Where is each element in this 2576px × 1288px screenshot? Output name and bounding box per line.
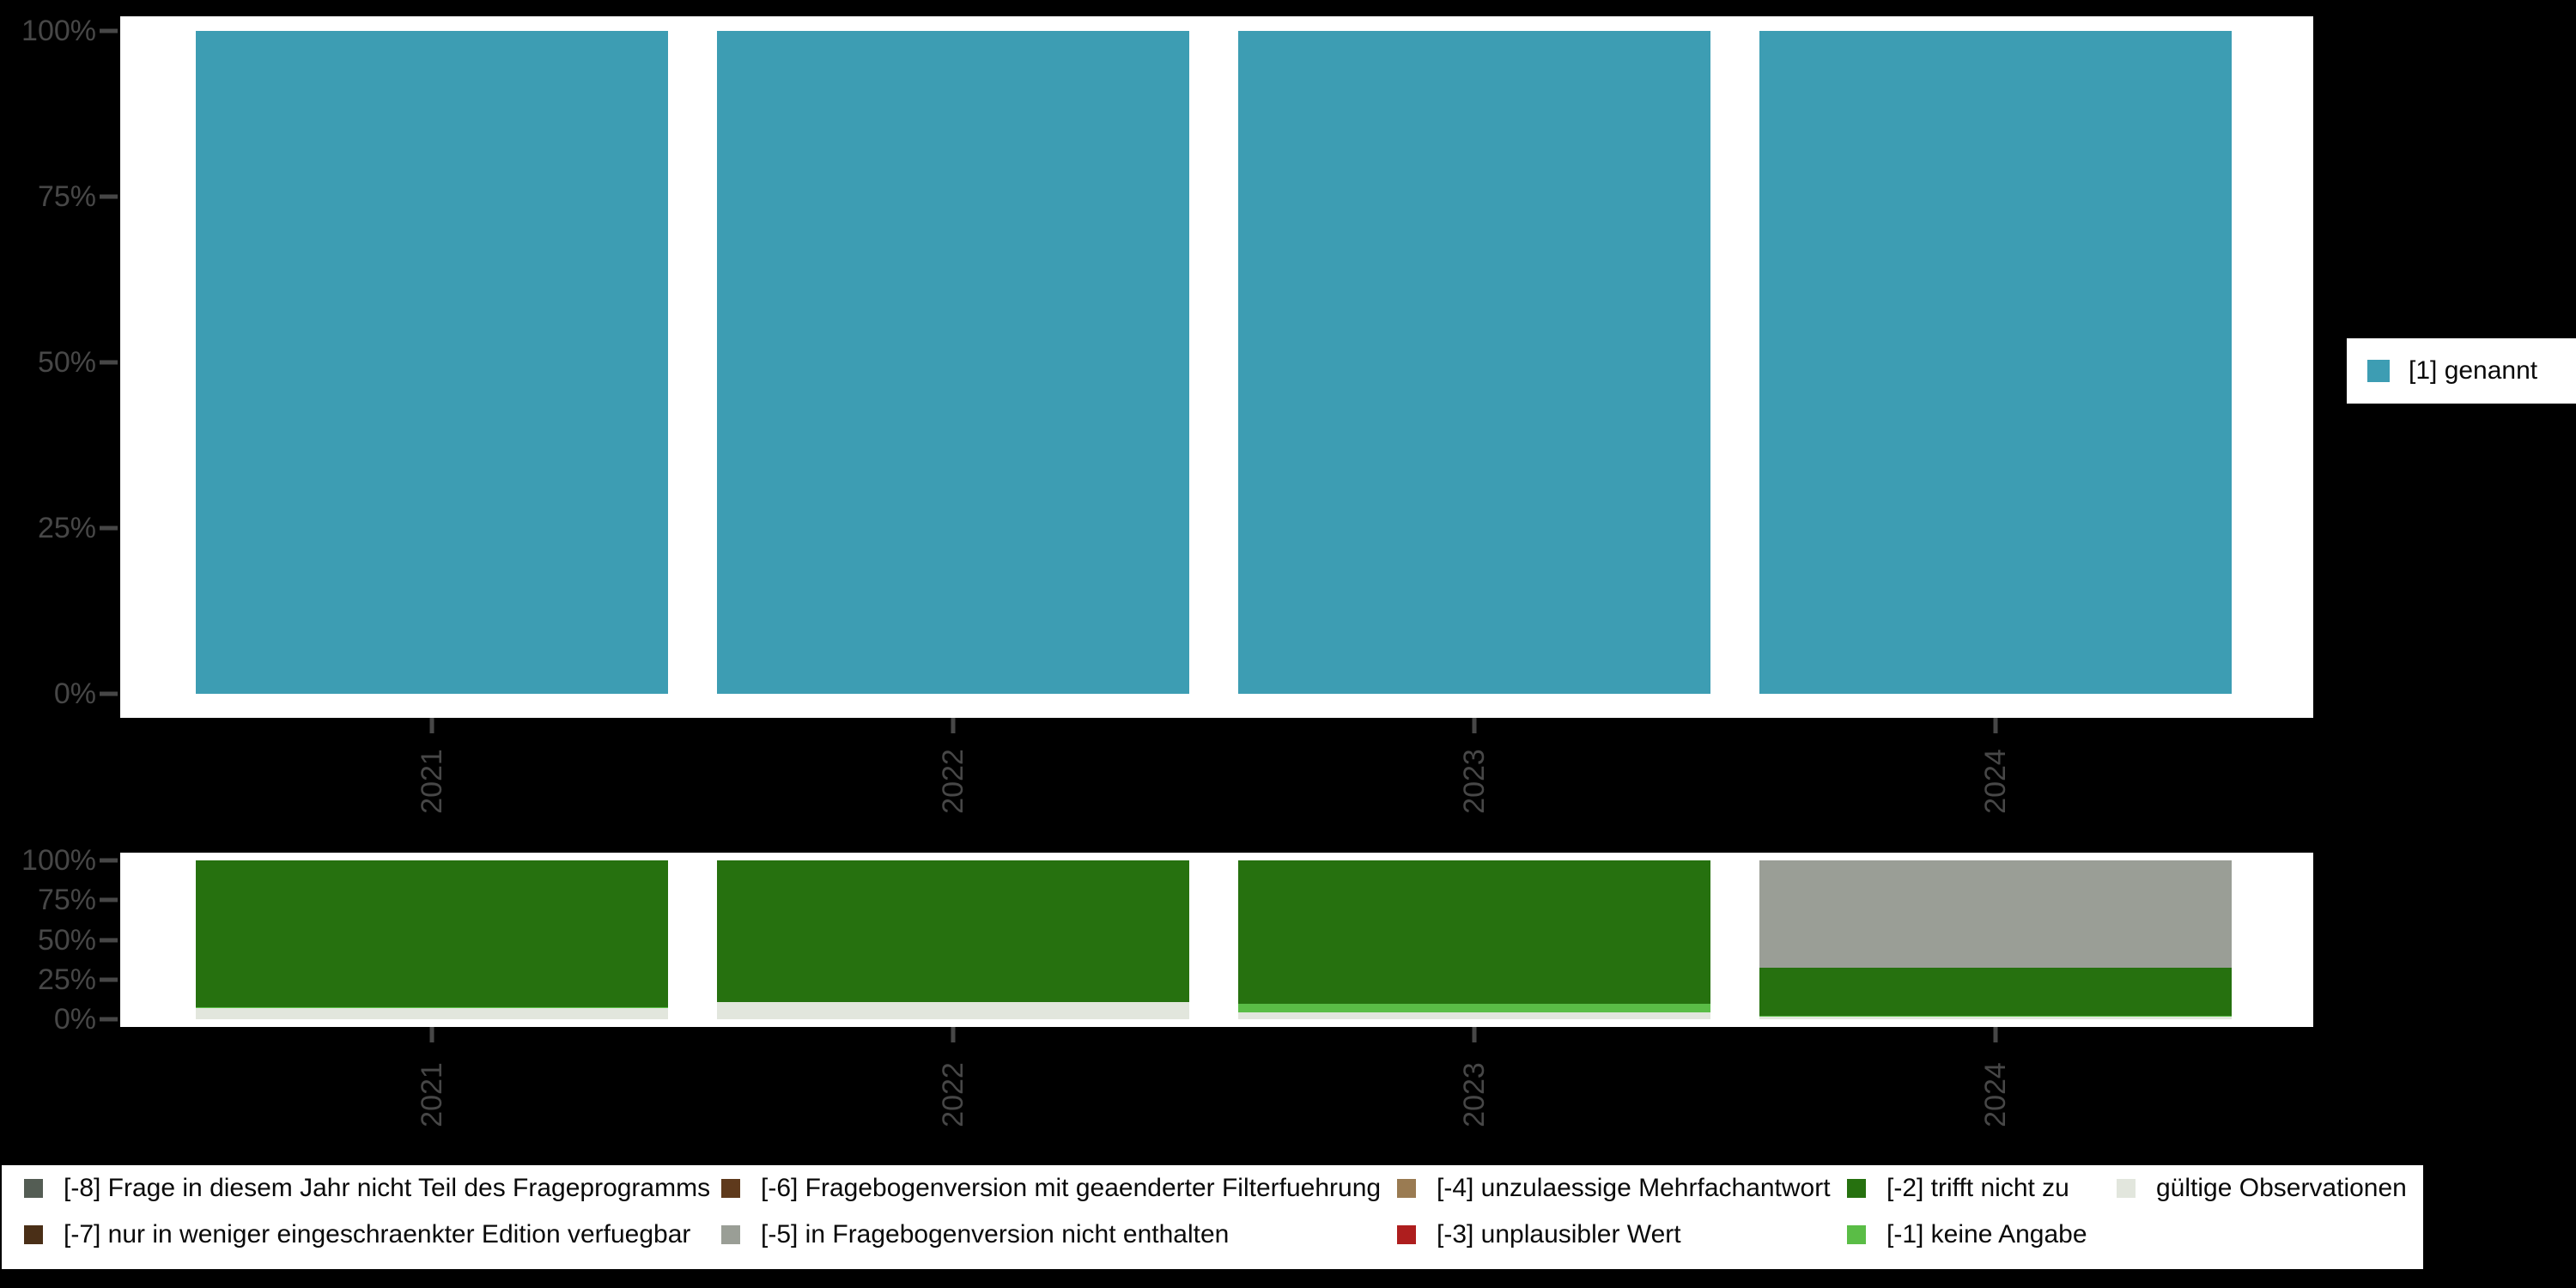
- legend-item: [-4] unzulaessige Mehrfachantwort: [1397, 1174, 1831, 1203]
- x-axis-tick-mark: [1993, 1027, 1998, 1042]
- x-axis-tick-label: 2022: [937, 749, 969, 814]
- legend-item: [-7] nur in weniger eingeschraenkter Edi…: [24, 1220, 690, 1249]
- legend-item-label: [-4] unzulaessige Mehrfachantwort: [1437, 1174, 1831, 1202]
- legend-item-label: [-1] keine Angabe: [1886, 1220, 2087, 1249]
- y-axis-tick-mark: [100, 897, 118, 902]
- x-axis-tick-label: 2023: [1458, 1062, 1491, 1127]
- legend-swatch: [721, 1225, 740, 1244]
- x-axis-tick-mark: [951, 718, 956, 733]
- legend-swatch-genannt: [2367, 360, 2390, 382]
- x-axis-tick-mark: [429, 1027, 434, 1042]
- bar-segment-2023: [1238, 1012, 1710, 1019]
- bar-segment-2022: [717, 1001, 1189, 1019]
- legend-swatch: [721, 1179, 740, 1198]
- x-axis-tick-label: 2024: [1979, 1062, 2012, 1127]
- y-axis-tick-label: 75%: [37, 884, 96, 917]
- bar-segment-2021: [196, 860, 668, 1008]
- x-axis-tick-mark: [951, 1027, 956, 1042]
- x-axis-tick-label: 2022: [937, 1062, 969, 1127]
- top-chart-panel: [120, 16, 2313, 718]
- y-axis-tick-label: 0%: [53, 1003, 96, 1036]
- legend-item-label: [-5] in Fragebogenversion nicht enthalte…: [761, 1220, 1230, 1249]
- bar-2022-genannt: [717, 31, 1189, 694]
- x-axis-tick-label: 2023: [1458, 749, 1491, 814]
- bottom-chart-panel: [120, 853, 2313, 1027]
- y-axis-tick-mark: [100, 194, 118, 199]
- x-axis-tick-mark: [1472, 718, 1477, 733]
- y-axis-tick-mark: [100, 1017, 118, 1022]
- legend-item: [-6] Fragebogenversion mit geaenderter F…: [721, 1174, 1381, 1203]
- legend-item-label: gültige Observationen: [2156, 1174, 2407, 1202]
- bar-segment-2021: [196, 1007, 668, 1009]
- legend-item-label: [-7] nur in weniger eingeschraenkter Edi…: [64, 1220, 691, 1249]
- legend-item-label: [-3] unplausibler Wert: [1437, 1220, 1681, 1249]
- x-axis-tick-label: 2021: [416, 749, 448, 814]
- legend-item: gültige Observationen: [2117, 1174, 2407, 1203]
- x-axis-tick-mark: [1993, 718, 1998, 733]
- bar-segment-2021: [196, 1008, 668, 1019]
- y-axis-tick-mark: [100, 858, 118, 863]
- y-axis-tick-label: 0%: [53, 677, 96, 710]
- bottom-legend: [-8] Frage in diesem Jahr nicht Teil des…: [2, 1165, 2423, 1269]
- legend-item-label: [-2] trifft nicht zu: [1886, 1174, 2069, 1202]
- y-axis-tick-label: 25%: [37, 963, 96, 996]
- y-axis-tick-mark: [100, 691, 118, 696]
- legend-swatch: [2117, 1179, 2136, 1198]
- legend-swatch: [1397, 1225, 1416, 1244]
- bar-segment-2024: [1759, 1017, 2232, 1019]
- legend-item: [-8] Frage in diesem Jahr nicht Teil des…: [24, 1174, 710, 1203]
- bar-segment-2023: [1238, 860, 1710, 1004]
- top-legend: [1] genannt: [2347, 338, 2576, 404]
- y-axis-tick-mark: [100, 360, 118, 365]
- x-axis-tick-label: 2024: [1979, 749, 2012, 814]
- legend-swatch: [24, 1225, 43, 1244]
- legend-swatch: [24, 1179, 43, 1198]
- y-axis-tick-label: 100%: [21, 844, 96, 877]
- y-axis-tick-mark: [100, 938, 118, 942]
- bar-segment-2023: [1238, 1003, 1710, 1012]
- legend-swatch: [1397, 1179, 1416, 1198]
- bar-segment-2024: [1759, 1016, 2232, 1018]
- bar-segment-2022: [717, 860, 1189, 1002]
- bar-segment-2024: [1759, 860, 2232, 968]
- legend-item: [-5] in Fragebogenversion nicht enthalte…: [721, 1220, 1229, 1249]
- bar-2023-genannt: [1238, 31, 1710, 694]
- legend-item: [-2] trifft nicht zu: [1847, 1174, 2069, 1203]
- legend-swatch: [1847, 1179, 1866, 1198]
- y-axis-tick-mark: [100, 977, 118, 982]
- x-axis-tick-label: 2021: [416, 1062, 448, 1127]
- y-axis-tick-mark: [100, 526, 118, 531]
- legend-item-label: [-6] Fragebogenversion mit geaenderter F…: [761, 1174, 1382, 1202]
- bar-2021-genannt: [196, 31, 668, 694]
- legend-label-genannt: [1] genannt: [2409, 356, 2538, 385]
- legend-item: [-3] unplausibler Wert: [1397, 1220, 1681, 1249]
- legend-item-label: [-8] Frage in diesem Jahr nicht Teil des…: [64, 1174, 711, 1202]
- y-axis-tick-mark: [100, 28, 118, 33]
- y-axis-tick-label: 75%: [37, 180, 96, 213]
- y-axis-tick-label: 50%: [37, 346, 96, 379]
- bar-2024-genannt: [1759, 31, 2232, 694]
- y-axis-tick-label: 100%: [21, 15, 96, 47]
- legend-item: [-1] keine Angabe: [1847, 1220, 2087, 1249]
- x-axis-tick-mark: [429, 718, 434, 733]
- y-axis-tick-label: 50%: [37, 923, 96, 957]
- y-axis-tick-label: 25%: [37, 512, 96, 544]
- x-axis-tick-mark: [1472, 1027, 1477, 1042]
- legend-swatch: [1847, 1225, 1866, 1244]
- bar-segment-2024: [1759, 967, 2232, 1017]
